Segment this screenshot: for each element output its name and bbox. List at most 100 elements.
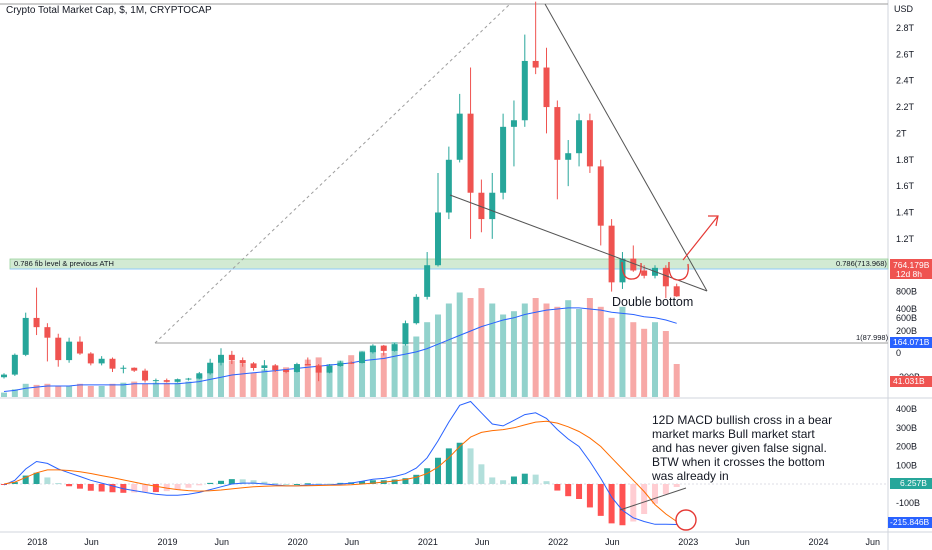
macd-hist-bar	[608, 484, 615, 524]
macd-hist-bar	[652, 484, 658, 504]
candle-body	[467, 113, 474, 193]
volume-bar	[402, 345, 409, 397]
time-axis-tick: 2020	[288, 537, 308, 547]
candle-body	[152, 380, 159, 382]
candle-body	[218, 354, 224, 363]
volume-bar	[228, 360, 235, 397]
candle-body	[66, 341, 73, 361]
candle-body	[500, 126, 507, 193]
volume-bar	[597, 306, 604, 397]
macd-hist-bar	[250, 480, 257, 484]
time-axis-tick: 2023	[678, 537, 698, 547]
time-axis-tick: Jun	[345, 537, 360, 547]
macd-hist-bar	[489, 477, 496, 484]
currency-label: USD	[894, 4, 914, 14]
volume-bar	[239, 364, 246, 397]
candle-body	[456, 113, 463, 160]
macd-hist-bar	[131, 484, 138, 493]
price-axis-tick: 2.6T	[896, 49, 915, 59]
macd-hist-bar	[98, 484, 105, 492]
chart-title: Crypto Total Market Cap, $, 1M, CRYPTOCA…	[6, 5, 212, 16]
price-axis-tick: 0	[896, 348, 901, 358]
candle-body	[413, 296, 420, 324]
macd-hist-bar	[619, 484, 626, 526]
time-axis-tick: 2018	[27, 537, 47, 547]
macd-hist-bar	[554, 484, 561, 491]
macd-hist-bar	[239, 479, 246, 484]
macd-note-line: was already in	[651, 469, 729, 483]
candle-body	[87, 353, 94, 364]
candle-body	[261, 365, 268, 369]
candle-body	[445, 159, 452, 213]
macd-hist-bar	[22, 475, 29, 484]
macd-hist-bar	[33, 472, 40, 484]
double-bottom-cup-right	[668, 261, 689, 281]
macd-note-line: market marks Bull market start	[652, 427, 815, 441]
macd-hist-bar	[44, 477, 51, 484]
macd-hist-bar	[109, 484, 116, 493]
volume-bar	[1, 392, 7, 397]
candle-body	[239, 360, 246, 364]
candle-body	[424, 265, 431, 297]
macd-note-line: and has never given false signal.	[652, 441, 827, 455]
candle-body	[641, 270, 648, 276]
volume-bar	[521, 303, 528, 397]
macd-value: -215.846B	[890, 517, 930, 527]
candle-body	[1, 374, 7, 378]
last-price-value: 764.179B	[893, 260, 930, 270]
macd-hist-bar	[413, 474, 420, 484]
volume-bar	[76, 383, 83, 397]
price-axis-tick: 2T	[896, 128, 907, 138]
candle-body	[326, 366, 333, 373]
volume-bar	[163, 382, 170, 397]
volume-bars	[1, 288, 680, 397]
macd-hist-bar	[359, 481, 366, 484]
volume-bar	[283, 367, 290, 397]
candle-body	[109, 358, 116, 369]
volume-bar	[87, 386, 94, 397]
candle-body	[142, 370, 149, 381]
macd-hist-bar	[576, 484, 583, 499]
candle-body	[478, 192, 485, 220]
time-axis-tick: Jun	[865, 537, 880, 547]
macd-hist-bar	[402, 478, 409, 484]
macd-hist-bar	[543, 481, 550, 484]
candle-body	[163, 380, 170, 382]
candle-body	[489, 192, 496, 220]
candle-body	[272, 365, 279, 370]
macd-hist-bar	[586, 484, 593, 508]
macd-hist-bar	[445, 448, 452, 484]
volume-bar	[445, 303, 452, 397]
candle-body	[521, 60, 528, 121]
candle-body	[554, 107, 561, 160]
macd-hist-bar	[228, 479, 235, 484]
candle-body	[586, 120, 593, 167]
macd-hist-bar	[521, 473, 528, 484]
macd-hist-bar	[152, 484, 159, 493]
macd-trend-line	[619, 487, 687, 511]
volume-bar	[109, 383, 116, 397]
volume-bar	[272, 366, 279, 397]
volume-bar	[478, 288, 485, 397]
volume-bar	[662, 331, 669, 397]
volume-bar	[456, 292, 463, 397]
volume-bar	[196, 375, 203, 397]
macd-hist-bar	[11, 482, 18, 484]
macd-line	[3, 400, 677, 525]
macd-note-line: 12D MACD bullish cross in a bear	[652, 413, 832, 427]
volume-bar	[359, 350, 366, 397]
price-axis-tick: 1.8T	[896, 155, 915, 165]
macd-histogram	[1, 442, 680, 526]
time-axis-tick: Jun	[735, 537, 750, 547]
candle-body	[369, 345, 376, 353]
countdown-value: 12d 8h	[896, 269, 922, 279]
candle-body	[597, 166, 604, 226]
volume-bar	[44, 383, 51, 397]
macd-hist-bar	[207, 482, 214, 484]
last-price-tag: 764.179B 12d 8h	[890, 259, 932, 279]
macd-hist-bar	[196, 484, 203, 486]
breakout-arrow-head	[708, 215, 719, 227]
candle-body	[283, 369, 290, 372]
macd-hist-bar	[500, 480, 507, 484]
